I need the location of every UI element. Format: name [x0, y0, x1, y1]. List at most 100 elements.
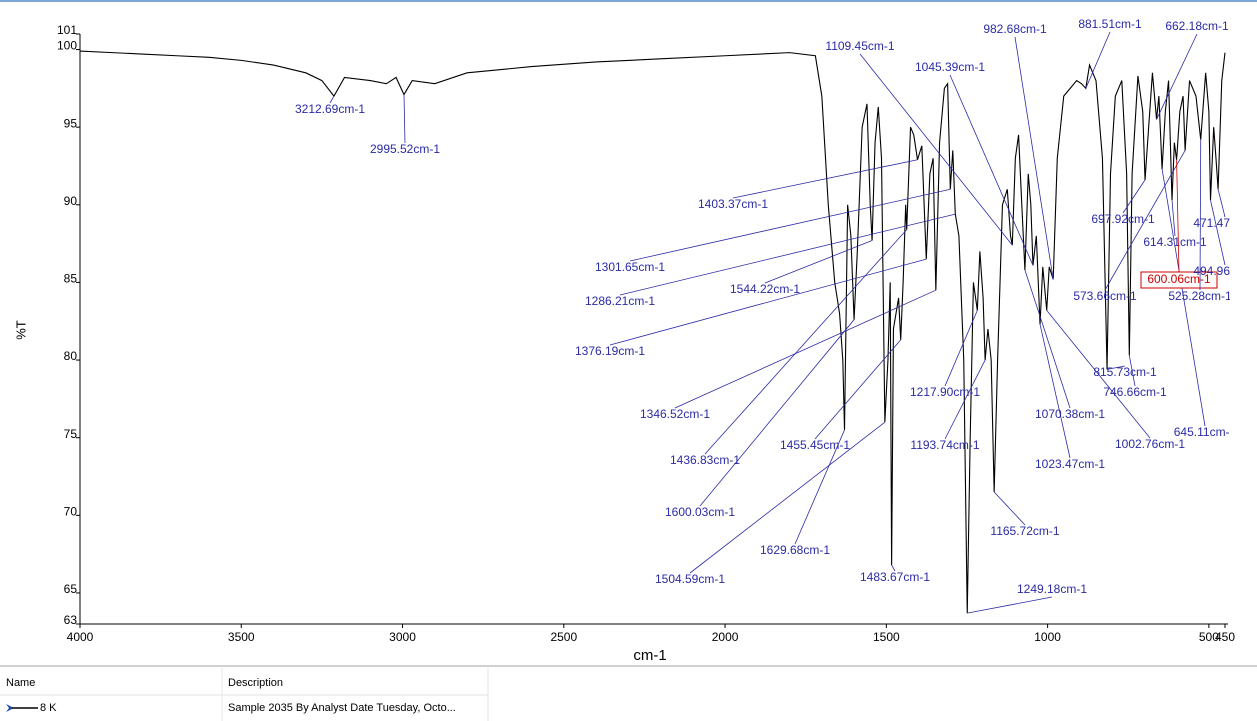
y-tick-label: 85	[64, 272, 78, 286]
peak-label: 746.66cm-1	[1103, 385, 1167, 399]
peak-label: 494.96cm-1	[1193, 264, 1257, 278]
peak-leader	[329, 95, 335, 104]
peak-leader	[891, 564, 896, 572]
peak-leader	[967, 596, 1053, 614]
peak-leader	[794, 429, 845, 545]
x-tick-label: 500	[1199, 630, 1219, 644]
peak-label: 1286.21cm-1	[585, 294, 655, 308]
peak-label: 1217.90cm-1	[910, 385, 980, 399]
peak-label: 1045.39cm-1	[915, 60, 985, 74]
peak-label: 471.47cm-1	[1193, 216, 1257, 230]
peak-label: 1483.67cm-1	[860, 570, 930, 584]
peak-leader	[949, 74, 1034, 266]
peak-label: 1629.68cm-1	[760, 543, 830, 557]
y-tick-label: 100	[57, 39, 77, 53]
peak-leader	[732, 159, 918, 199]
peak-label: 600.06cm-1	[1147, 272, 1211, 286]
peak-leader	[1024, 269, 1071, 409]
x-tick-label: 1500	[873, 630, 900, 644]
peak-label: 1002.76cm-1	[1115, 437, 1185, 451]
peak-label: 1023.47cm-1	[1035, 457, 1105, 471]
peak-label: 1070.38cm-1	[1035, 407, 1105, 421]
peak-label: 815.73cm-1	[1093, 365, 1157, 379]
peak-leader	[704, 229, 908, 455]
peak-label: 1504.59cm-1	[655, 572, 725, 586]
peak-leader	[689, 421, 886, 574]
peak-label: 1403.37cm-1	[698, 197, 768, 211]
y-tick-label: 101	[57, 23, 77, 37]
peak-leader	[1106, 365, 1126, 370]
row-icon	[6, 704, 14, 712]
peak-leader	[1104, 150, 1186, 291]
peak-leader	[764, 240, 873, 284]
peak-label: 662.18cm-1	[1165, 19, 1229, 33]
peak-label: 525.28cm-1	[1168, 289, 1232, 303]
peak-leader	[1176, 159, 1180, 274]
peak-label: 3212.69cm-1	[295, 102, 365, 116]
peak-label: 2995.52cm-1	[370, 142, 440, 156]
peak-label: 1346.52cm-1	[640, 407, 710, 421]
peak-leader	[1122, 179, 1146, 214]
y-tick-label: 65	[64, 582, 78, 596]
x-axis-label: cm-1	[633, 647, 666, 664]
peak-leader	[1161, 169, 1206, 427]
y-axis-label: %T	[13, 320, 28, 340]
highlight-box	[1140, 271, 1218, 289]
table-header: Name	[6, 677, 35, 689]
peak-leader	[619, 213, 956, 296]
description: Sample 2035 By Analyst Date Tuesday, Oct…	[228, 702, 456, 714]
series-name[interactable]: 8 K	[40, 702, 57, 714]
peak-label: 1109.45cm-1	[825, 39, 894, 53]
y-tick-label: 63	[64, 613, 78, 627]
peak-leader	[1156, 33, 1198, 120]
peak-label: 1436.83cm-1	[670, 453, 740, 467]
peak-leader	[814, 339, 902, 440]
spectrum-line	[80, 50, 1226, 614]
x-tick-label: 1000	[1034, 630, 1061, 644]
peak-leader	[403, 94, 406, 144]
peak-label: 1193.74cm-1	[910, 438, 979, 452]
peak-leader	[944, 359, 986, 440]
x-tick-label: 2000	[712, 630, 739, 644]
peak-label: 645.11cm-1	[1174, 425, 1237, 439]
peak-leader	[1085, 31, 1111, 89]
peak-leader	[944, 310, 978, 387]
peak-label: 1455.45cm-1	[780, 438, 850, 452]
peak-label: 573.66cm-1	[1073, 289, 1137, 303]
peak-label: 1165.72cm-1	[990, 524, 1059, 538]
peak-leader	[1210, 200, 1226, 266]
peak-leader	[1014, 36, 1054, 280]
peak-label: 614.31cm-1	[1143, 235, 1207, 249]
peak-leader	[1171, 200, 1176, 237]
peak-label: 1249.18cm-1	[1017, 582, 1087, 596]
peak-leader	[1039, 324, 1071, 459]
y-tick-label: 80	[64, 349, 78, 363]
peak-label: 1376.19cm-1	[575, 344, 645, 358]
peak-leader	[993, 491, 1026, 526]
x-tick-label: 2500	[550, 630, 577, 644]
plot-area: 3212.69cm-1 2995.52cm-1 1109.45cm-1 1045.39…	[80, 17, 1257, 614]
y-tick-label: 95	[64, 116, 78, 130]
x-tick-label: 450	[1215, 630, 1235, 644]
peak-leader	[629, 188, 951, 262]
x-tick-label: 4000	[67, 630, 94, 644]
peak-label: 1544.22cm-1	[730, 282, 800, 296]
peak-leader	[699, 319, 855, 507]
y-tick-label: 90	[64, 194, 78, 208]
peak-leader	[859, 53, 1013, 246]
peak-leader	[1128, 355, 1136, 387]
y-tick-label: 70	[64, 504, 78, 518]
peak-label: 982.68cm-1	[983, 22, 1047, 36]
peak-label: 1600.03cm-1	[665, 505, 735, 519]
peak-label: 697.92cm-1	[1091, 212, 1155, 226]
peak-leader	[674, 289, 937, 409]
x-tick-label: 3000	[389, 630, 416, 644]
peak-label: 881.51cm-1	[1078, 17, 1142, 31]
peak-leader	[1217, 189, 1226, 218]
peak-leader	[609, 258, 927, 346]
x-tick-label: 3500	[228, 630, 255, 644]
y-tick-label: 75	[64, 427, 78, 441]
peak-label: 1301.65cm-1	[595, 260, 665, 274]
